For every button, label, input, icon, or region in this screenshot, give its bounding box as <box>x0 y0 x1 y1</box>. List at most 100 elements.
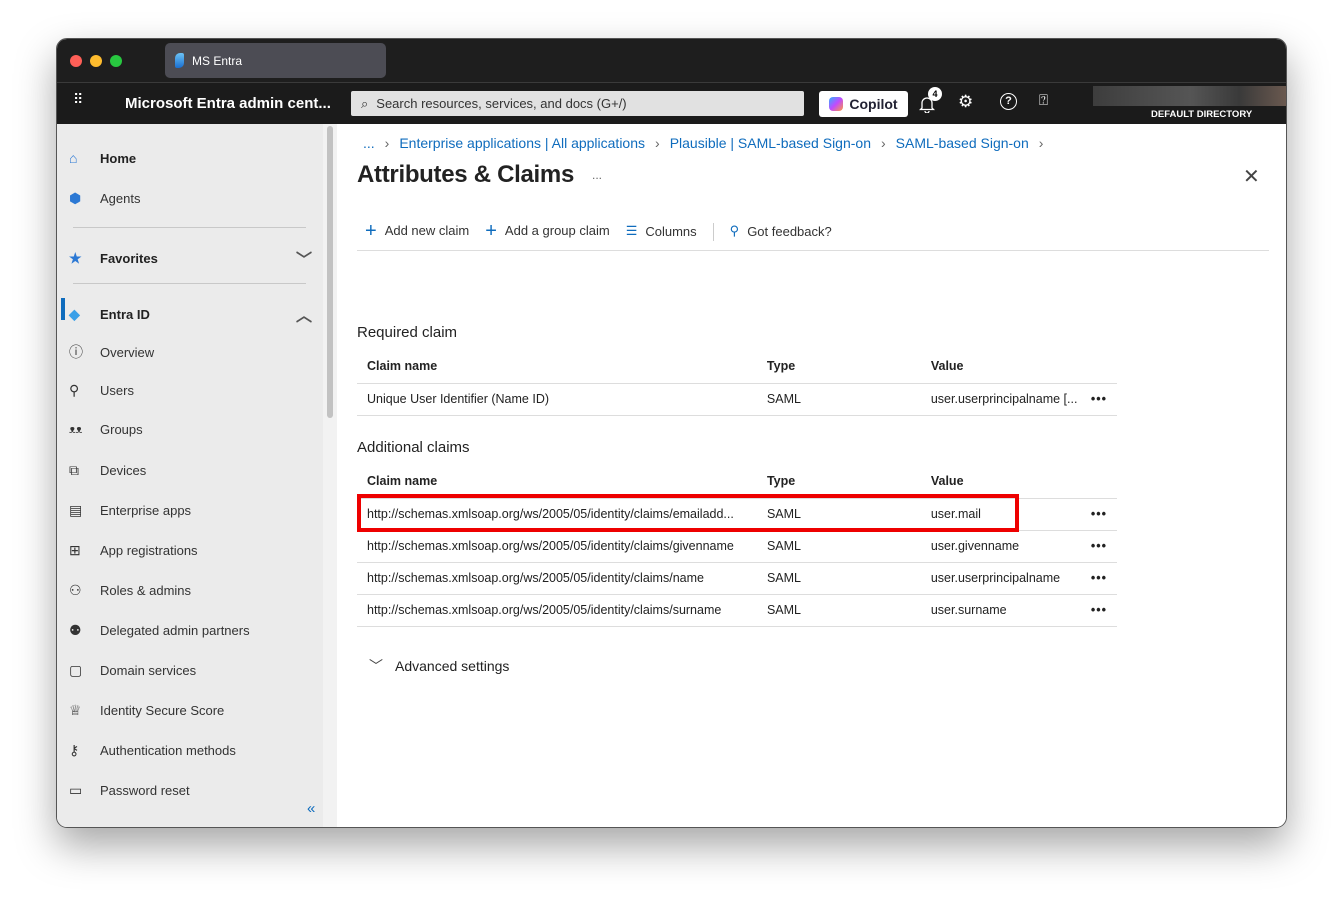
title-row: Attributes & Claims ... <box>357 161 602 189</box>
sidebar-item-identity-secure-score[interactable]: ♕ Identity Secure Score <box>67 702 224 719</box>
sidebar-item-domain-services[interactable]: ▢ Domain services <box>67 662 196 679</box>
claim-value: user.userprincipalname [... <box>920 383 1081 416</box>
sidebar-item-agents[interactable]: ⬢ Agents <box>67 190 140 207</box>
chevron-right-icon: › <box>384 135 390 151</box>
row-more-button[interactable]: ••• <box>1080 498 1117 531</box>
sidebar-scrollbar-thumb[interactable] <box>327 126 333 418</box>
claim-value: user.userprincipalname <box>920 562 1081 595</box>
chevron-right-icon: › <box>881 135 886 151</box>
breadcrumb-saml-sign-on[interactable]: SAML-based Sign-on <box>895 135 1029 151</box>
command-bar: + Add new claim + Add a group claim ☰ Colum… <box>357 219 1269 251</box>
entra-icon: ◆ <box>69 305 80 322</box>
sidebar-item-users[interactable]: ⚲ Users <box>67 382 134 399</box>
table-row[interactable]: http://schemas.xmlsoap.org/ws/2005/05/id… <box>357 562 1117 595</box>
help-icon[interactable]: ? <box>1000 93 1017 110</box>
sidebar-scrollbar-track[interactable] <box>323 124 337 827</box>
sidebar-item-password-reset[interactable]: ▭ Password reset <box>67 782 190 799</box>
sidebar-item-label: Favorites <box>100 250 158 266</box>
sidebar-item-label: Groups <box>100 422 143 437</box>
claim-type: SAML <box>756 594 921 627</box>
tab-title: MS Entra <box>192 53 243 68</box>
app-registrations-icon: ⊞ <box>69 542 81 558</box>
breadcrumb-enterprise-applications[interactable]: Enterprise applications | All applicatio… <box>399 135 646 151</box>
account-avatar-blurred[interactable] <box>1093 86 1286 106</box>
settings-gear-icon[interactable]: ⚙ <box>958 92 974 111</box>
column-header-claim-name[interactable]: Claim name <box>357 350 757 384</box>
row-more-button[interactable]: ••• <box>1080 594 1117 627</box>
column-header-claim-name[interactable]: Claim name <box>357 465 757 499</box>
page-more-button[interactable]: ... <box>592 168 603 182</box>
additional-claims-table: Claim name Type Value http://schemas.xmlso… <box>357 465 1117 627</box>
column-header-type[interactable]: Type <box>756 465 921 499</box>
sidebar-item-roles-admins[interactable]: ⚇ Roles & admins <box>67 582 191 599</box>
copilot-icon <box>829 97 844 111</box>
domain-icon: ▢ <box>69 662 83 678</box>
plus-icon: + <box>485 219 497 242</box>
claim-type: SAML <box>756 498 921 531</box>
browser-tab[interactable]: MS Entra <box>165 43 386 78</box>
directory-label[interactable]: DEFAULT DIRECTORY <box>1151 109 1253 120</box>
sidebar-item-label: Domain services <box>100 663 197 678</box>
sidebar-item-overview[interactable]: ⓘ Overview <box>67 342 154 362</box>
active-indicator <box>61 298 65 320</box>
maximize-window-button[interactable] <box>110 55 122 67</box>
copilot-button[interactable]: Copilot <box>819 91 908 117</box>
advanced-settings-toggle[interactable]: ﹀ Advanced settings <box>369 656 509 676</box>
sidebar-item-enterprise-apps[interactable]: ▤ Enterprise apps <box>67 502 191 519</box>
breadcrumb-plausible-saml[interactable]: Plausible | SAML-based Sign-on <box>669 135 871 151</box>
auth-icon: ⚷ <box>69 742 80 758</box>
sidebar-item-label: Home <box>100 150 137 166</box>
add-group-claim-button[interactable]: + Add a group claim <box>485 219 609 242</box>
feedback-button[interactable]: ⚲ Got feedback? <box>730 223 832 239</box>
table-row[interactable]: http://schemas.xmlsoap.org/ws/2005/05/id… <box>357 594 1117 627</box>
minimize-window-button[interactable] <box>90 55 102 67</box>
sidebar-item-delegated-admin-partners[interactable]: ⚉ Delegated admin partners <box>67 622 250 639</box>
enterprise-apps-icon: ▤ <box>69 502 83 518</box>
sidebar-item-groups[interactable]: ᴥᴥ Groups <box>67 422 143 437</box>
roles-icon: ⚇ <box>69 582 82 598</box>
column-header-value[interactable]: Value <box>920 350 1081 384</box>
collapse-sidebar-icon[interactable]: « <box>307 800 316 817</box>
button-label: Add new claim <box>384 223 470 238</box>
search-input[interactable]: ⌕ Search resources, services, and docs (… <box>351 91 804 116</box>
table-row[interactable]: http://schemas.xmlsoap.org/ws/2005/05/id… <box>357 498 1117 531</box>
trophy-icon: ♕ <box>69 702 82 718</box>
app-launcher-icon[interactable]: ⠿ <box>73 91 83 107</box>
close-icon[interactable]: ✕ <box>1243 166 1260 188</box>
sidebar-item-entra-id[interactable]: ◆ Entra ID ︿ <box>67 302 312 326</box>
claim-value: user.mail <box>920 498 1081 531</box>
required-claims-table: Claim name Type Value Unique User Identifi… <box>357 350 1117 416</box>
sidebar-item-app-registrations[interactable]: ⊞ App registrations <box>67 542 198 559</box>
sidebar-item-home[interactable]: ⌂ Home <box>67 150 136 166</box>
chevron-up-icon: ︿ <box>295 308 312 325</box>
divider <box>73 227 306 228</box>
claim-type: SAML <box>756 383 921 416</box>
claim-value: user.surname <box>920 594 1081 627</box>
breadcrumb: ... › Enterprise applications | All appli… <box>363 135 1043 151</box>
close-window-button[interactable] <box>70 55 82 67</box>
plus-icon: + <box>365 219 377 242</box>
sidebar-item-label: Identity Secure Score <box>100 703 225 718</box>
claim-name: http://schemas.xmlsoap.org/ws/2005/05/id… <box>357 562 757 595</box>
notification-badge: 4 <box>928 87 942 101</box>
feedback-icon[interactable]: ⍰ <box>1039 92 1049 109</box>
column-header-type[interactable]: Type <box>756 350 921 384</box>
groups-icon: ᴥᴥ <box>69 423 83 436</box>
entra-logo-icon <box>175 53 184 68</box>
app-title[interactable]: Microsoft Entra admin cent... <box>125 95 331 112</box>
table-row[interactable]: Unique User Identifier (Name ID) SAML user… <box>357 383 1117 416</box>
row-more-button[interactable]: ••• <box>1080 562 1117 595</box>
columns-button[interactable]: ☰ Columns <box>626 223 697 239</box>
divider <box>712 223 714 241</box>
sidebar-item-authentication-methods[interactable]: ⚷ Authentication methods <box>67 742 236 759</box>
breadcrumb-more[interactable]: ... <box>363 135 375 151</box>
sidebar-item-label: Enterprise apps <box>100 503 192 518</box>
add-new-claim-button[interactable]: + Add new claim <box>357 219 470 242</box>
row-more-button[interactable]: ••• <box>1080 383 1117 416</box>
row-more-button[interactable]: ••• <box>1080 530 1117 563</box>
columns-icon: ☰ <box>625 223 638 238</box>
table-row[interactable]: http://schemas.xmlsoap.org/ws/2005/05/id… <box>357 530 1117 563</box>
sidebar-item-favorites[interactable]: ★ Favorites ﹀ <box>67 246 312 270</box>
sidebar-item-label: Roles & admins <box>100 583 192 598</box>
sidebar-item-devices[interactable]: ⧉ Devices <box>67 462 146 479</box>
